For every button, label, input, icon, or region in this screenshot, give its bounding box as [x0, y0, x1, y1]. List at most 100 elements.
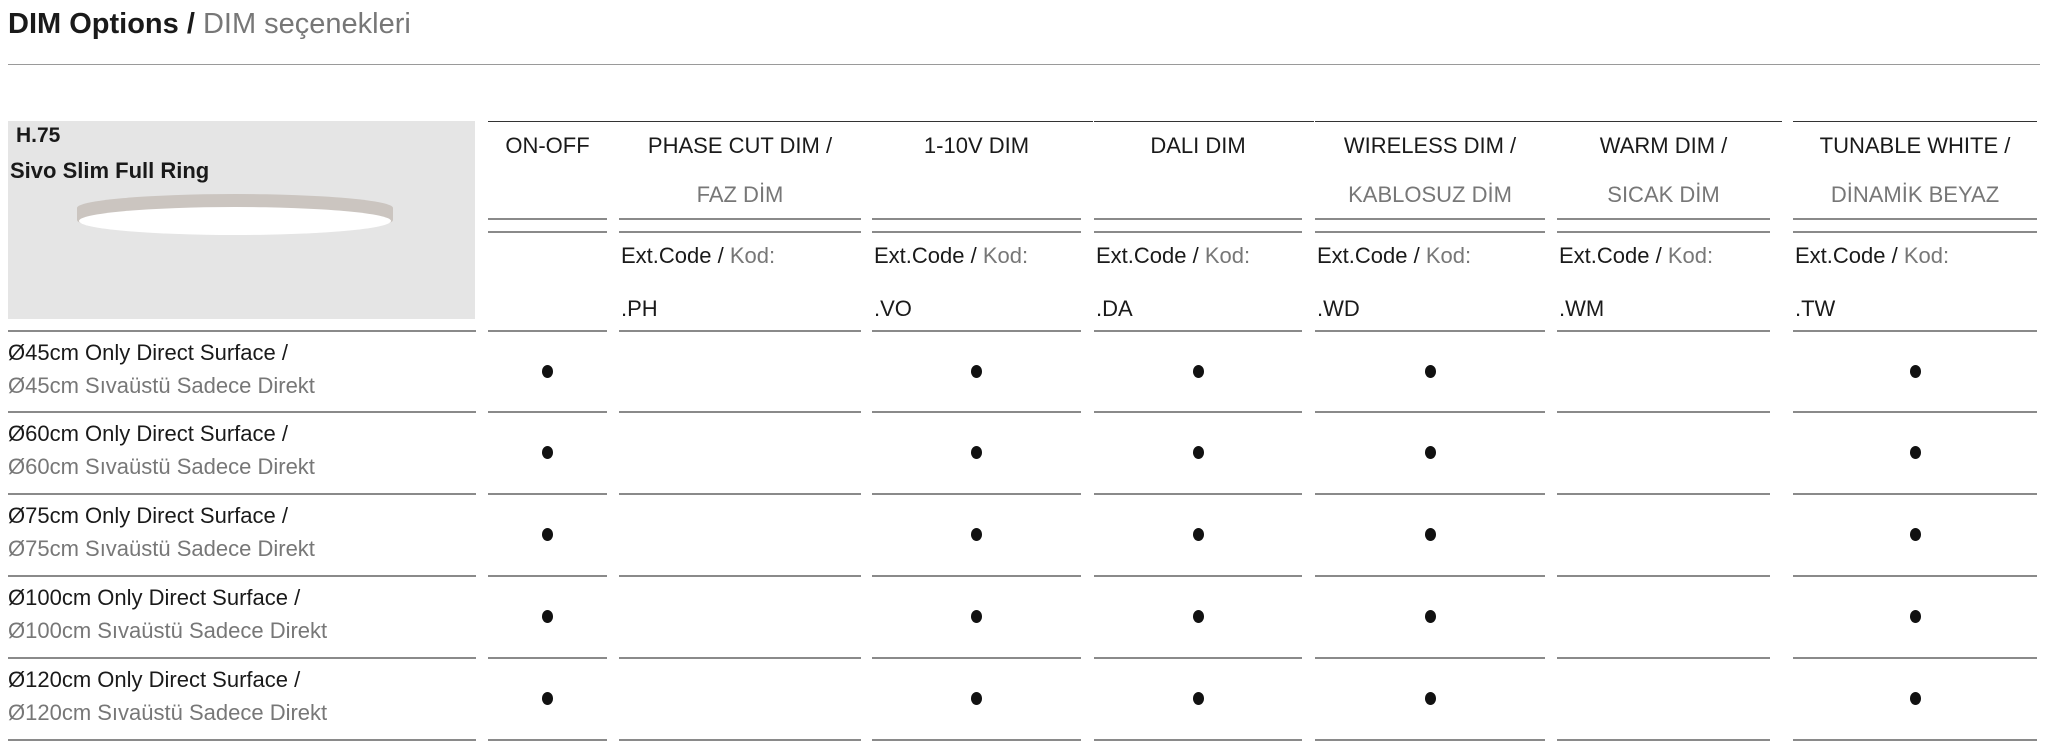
- product-image: [77, 194, 393, 235]
- row-divider: [8, 657, 476, 659]
- header-top-rule: [872, 121, 1093, 122]
- ext-code-value: .TW: [1795, 296, 1836, 321]
- ext-code-label: Ext.Code / Kod:: [1795, 243, 1949, 269]
- row-divider: [619, 330, 861, 332]
- header-rule: [488, 231, 607, 233]
- availability-dot: [1424, 446, 1436, 459]
- ext-code-value: .PH: [621, 296, 658, 321]
- availability-dot: [971, 528, 982, 541]
- row-label-en: Ø100cm Only Direct Surface /: [8, 585, 301, 610]
- column-header-tr-1: FAZ DİM: [696, 182, 784, 207]
- ext-code-value: .WM: [1559, 296, 1605, 321]
- kod-text: Kod:: [1667, 243, 1714, 268]
- row-divider: [1557, 411, 1770, 413]
- ext-code-label: Ext.Code / Kod:: [621, 243, 775, 269]
- ext-code-label: Ext.Code / Kod:: [1559, 243, 1713, 269]
- availability-dot: [1192, 692, 1204, 705]
- column-header-0: ON-OFF: [505, 133, 590, 158]
- header-top-rule: [1557, 121, 1782, 122]
- row-divider: [1557, 330, 1770, 332]
- header-top-rule: [1793, 121, 2037, 122]
- row-divider: [872, 493, 1081, 495]
- row-divider: [8, 411, 476, 413]
- availability-dot: [1909, 692, 1921, 705]
- kod-text: Kod:: [1204, 243, 1251, 268]
- row-divider: [872, 411, 1081, 413]
- row-divider: [1557, 575, 1770, 577]
- row-label-tr: Ø45cm Sıvaüstü Sadece Direkt: [8, 373, 315, 398]
- row-divider: [1094, 411, 1302, 413]
- row-divider: [488, 739, 607, 741]
- availability-dot: [1424, 610, 1436, 623]
- row-divider: [1315, 657, 1545, 659]
- row-divider: [1557, 739, 1770, 741]
- row-label-en: Ø75cm Only Direct Surface /: [8, 503, 288, 528]
- title-divider: [8, 64, 2040, 65]
- row-divider: [1315, 575, 1545, 577]
- availability-dot: [1424, 365, 1436, 378]
- row-divider: [619, 493, 861, 495]
- header-rule: [488, 218, 607, 220]
- ext-code-text: Ext.Code /: [1795, 243, 1898, 268]
- row-divider: [872, 330, 1081, 332]
- row-divider: [619, 657, 861, 659]
- availability-dot: [1192, 610, 1204, 623]
- availability-dot: [1192, 446, 1204, 459]
- header-top-rule: [1315, 121, 1557, 122]
- row-divider: [488, 330, 607, 332]
- availability-dot: [542, 692, 553, 705]
- header-top-rule: [1094, 121, 1314, 122]
- row-label-en: Ø60cm Only Direct Surface /: [8, 421, 288, 446]
- availability-dot: [1909, 446, 1921, 459]
- header-rule: [1557, 231, 1770, 233]
- row-divider: [1094, 739, 1302, 741]
- product-code: H.75: [16, 124, 61, 147]
- header-rule: [619, 231, 861, 233]
- row-label-tr: Ø120cm Sıvaüstü Sadece Direkt: [8, 700, 328, 725]
- row-label-tr: Ø60cm Sıvaüstü Sadece Direkt: [8, 454, 315, 479]
- row-divider: [1557, 657, 1770, 659]
- row-divider: [1315, 739, 1545, 741]
- availability-dot: [542, 446, 553, 459]
- column-header-tr-6: DİNAMİK BEYAZ: [1830, 182, 2000, 207]
- availability-dot: [1192, 365, 1204, 378]
- header-rule: [1793, 231, 2037, 233]
- header-rule: [1557, 218, 1770, 220]
- row-divider: [1793, 330, 2037, 332]
- row-divider: [619, 411, 861, 413]
- page-title: DIM Options / DIM seçenekleri: [8, 8, 411, 41]
- row-divider: [1094, 657, 1302, 659]
- row-divider: [872, 657, 1081, 659]
- row-divider: [619, 575, 861, 577]
- row-divider: [488, 575, 607, 577]
- column-header-tr-5: SICAK DİM: [1607, 182, 1720, 207]
- row-label-en: Ø45cm Only Direct Surface /: [8, 340, 288, 365]
- header-rule: [1094, 231, 1302, 233]
- column-header-tr-4: KABLOSUZ DİM: [1348, 182, 1512, 207]
- ext-code-text: Ext.Code /: [874, 243, 977, 268]
- header-rule: [872, 218, 1081, 220]
- row-divider: [8, 330, 476, 332]
- row-divider: [488, 411, 607, 413]
- header-rule: [1793, 218, 2037, 220]
- ext-code-label: Ext.Code / Kod:: [1096, 243, 1250, 269]
- availability-dot: [1192, 528, 1204, 541]
- availability-dot: [542, 365, 553, 378]
- row-divider: [1315, 411, 1545, 413]
- column-header-3: DALI DIM: [1150, 133, 1246, 158]
- row-divider: [1793, 657, 2037, 659]
- kod-text: Kod:: [982, 243, 1029, 268]
- row-divider: [488, 657, 607, 659]
- availability-dot: [1909, 610, 1921, 623]
- ext-code-label: Ext.Code / Kod:: [874, 243, 1028, 269]
- row-divider: [1315, 493, 1545, 495]
- column-header-6: TUNABLE WHITE /: [1819, 133, 2011, 158]
- row-divider: [872, 739, 1081, 741]
- header-top-rule: [619, 121, 873, 122]
- row-divider: [619, 739, 861, 741]
- kod-text: Kod:: [1903, 243, 1950, 268]
- row-divider: [8, 493, 476, 495]
- row-divider: [1793, 493, 2037, 495]
- availability-dot: [1424, 528, 1436, 541]
- ext-code-text: Ext.Code /: [1559, 243, 1662, 268]
